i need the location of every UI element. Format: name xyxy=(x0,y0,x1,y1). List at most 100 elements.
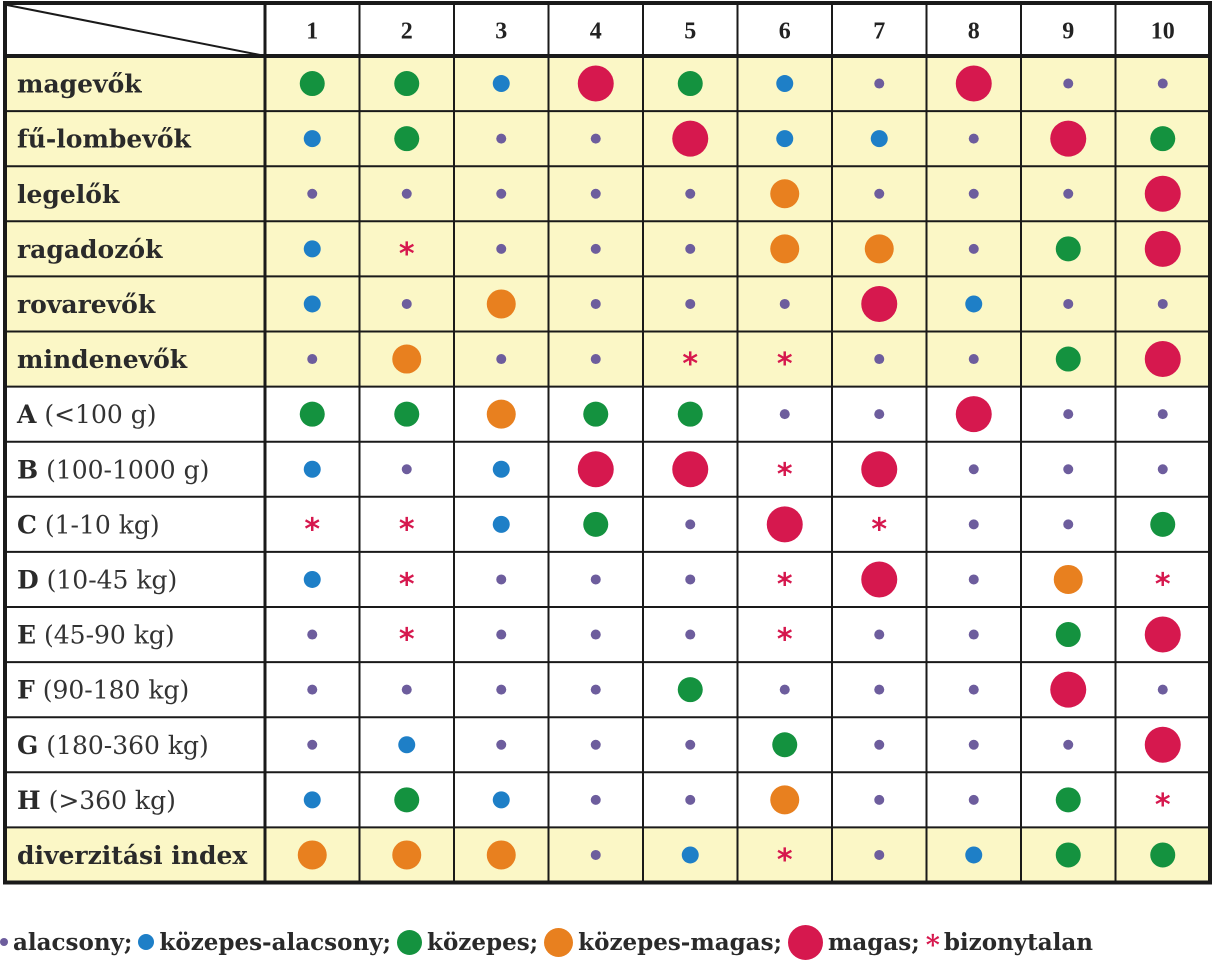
data-mark-magas xyxy=(955,396,992,433)
data-mark-kozepes-alacsony xyxy=(303,295,321,313)
data-mark-alacsony xyxy=(968,739,979,750)
data-mark-kozepes-alacsony xyxy=(965,846,983,864)
row-background xyxy=(5,331,1210,387)
data-mark-alacsony xyxy=(968,464,979,475)
data-mark-alacsony xyxy=(968,574,979,585)
data-mark-alacsony xyxy=(968,354,979,365)
row-label: rovarevők xyxy=(17,290,156,319)
column-header: 10 xyxy=(1151,19,1175,45)
data-mark-magas xyxy=(766,506,803,543)
row-label: C (1-10 kg) xyxy=(17,510,160,539)
data-mark-alacsony xyxy=(590,354,601,365)
row-label-main: legelők xyxy=(17,180,120,209)
data-mark-alacsony xyxy=(968,188,979,199)
legend-item-alacsony: alacsony; xyxy=(0,929,132,956)
row-label-main: H xyxy=(17,786,41,815)
column-header: 5 xyxy=(684,19,696,45)
row-label: F (90-180 kg) xyxy=(17,676,189,705)
row-background xyxy=(5,772,1210,828)
row-label-size-range: (180-360 kg) xyxy=(38,731,208,760)
data-mark-kozepes-magas xyxy=(864,234,894,264)
column-header-layer: 1 2 3 4 5 6 7 8 9 10 xyxy=(306,19,1175,45)
data-mark-magas xyxy=(1144,175,1181,212)
row-background xyxy=(5,662,1210,718)
data-mark-alacsony xyxy=(307,188,318,199)
data-mark-kozepes-alacsony xyxy=(492,791,510,809)
column-header: 4 xyxy=(590,19,602,45)
data-mark-alacsony xyxy=(1157,78,1168,89)
data-mark-alacsony xyxy=(874,354,885,365)
data-mark-alacsony xyxy=(874,78,885,89)
row-label-main: G xyxy=(17,731,38,760)
data-mark-kozepes-alacsony xyxy=(303,570,321,588)
data-mark-uncertain: * xyxy=(399,623,415,658)
data-mark-magas xyxy=(861,285,898,322)
data-mark-kozepes xyxy=(1055,622,1081,648)
row-background xyxy=(5,276,1210,332)
row-label: E (45-90 kg) xyxy=(17,621,175,650)
row-background-layer xyxy=(5,3,1210,883)
data-mark-kozepes xyxy=(394,71,420,97)
data-mark-alacsony xyxy=(307,739,318,750)
data-mark-alacsony xyxy=(874,739,885,750)
data-mark-alacsony xyxy=(685,298,696,309)
legend-symbol-magas xyxy=(788,924,824,960)
data-mark-kozepes xyxy=(677,401,703,427)
data-mark-alacsony xyxy=(874,684,885,695)
data-mark-alacsony xyxy=(779,684,790,695)
row-label: A (<100 g) xyxy=(16,400,156,429)
data-mark-magas xyxy=(861,561,898,598)
data-mark-magas xyxy=(1050,120,1087,157)
legend: alacsony; közepes-alacsony; közepes; közepe… xyxy=(0,922,1217,962)
data-mark-alacsony xyxy=(685,519,696,530)
data-mark-kozepes-magas xyxy=(392,344,422,374)
data-mark-uncertain: * xyxy=(399,237,415,272)
data-mark-alacsony xyxy=(590,629,601,640)
data-mark-alacsony xyxy=(1063,298,1074,309)
data-mark-alacsony xyxy=(685,629,696,640)
data-mark-magas xyxy=(1144,616,1181,653)
data-mark-alacsony xyxy=(1157,464,1168,475)
column-header: 9 xyxy=(1062,19,1074,45)
data-mark-alacsony xyxy=(401,464,412,475)
legend-label: közepes-magas; xyxy=(578,928,783,956)
data-mark-kozepes-alacsony xyxy=(492,460,510,478)
data-mark-kozepes-magas xyxy=(770,785,800,815)
data-mark-kozepes xyxy=(394,126,420,152)
data-mark-alacsony xyxy=(968,629,979,640)
row-background xyxy=(5,166,1210,222)
data-mark-kozepes-alacsony xyxy=(303,240,321,258)
data-mark-kozepes-alacsony xyxy=(303,791,321,809)
row-label-layer: magevők fű-lombevők legelők ragadozók rovare… xyxy=(16,70,248,870)
data-mark-kozepes xyxy=(299,71,325,97)
row-label-size-range: (10-45 kg) xyxy=(39,565,178,594)
legend-symbol-kozepes-alacsony xyxy=(138,934,155,950)
header-row-bg xyxy=(5,3,1210,56)
data-mark-uncertain: * xyxy=(399,567,415,602)
data-mark-alacsony xyxy=(1063,464,1074,475)
row-label-size-range: (90-180 kg) xyxy=(35,676,190,705)
data-mark-uncertain: * xyxy=(1155,567,1171,602)
data-mark-kozepes-alacsony xyxy=(965,295,983,313)
row-background xyxy=(5,827,1210,883)
legend-label: közepes-alacsony; xyxy=(159,928,392,956)
legend-symbol-kozepes-magas xyxy=(544,927,574,957)
column-header: 8 xyxy=(968,19,980,45)
data-mark-kozepes xyxy=(1150,842,1176,868)
row-label-main: D xyxy=(17,565,39,594)
data-mark-alacsony xyxy=(496,133,507,144)
data-mark-kozepes-magas xyxy=(1053,564,1083,594)
data-mark-magas xyxy=(672,451,709,488)
data-mark-kozepes-magas xyxy=(297,840,327,870)
data-mark-alacsony xyxy=(590,188,601,199)
legend-symbol-kozepes xyxy=(397,929,423,955)
data-mark-alacsony xyxy=(590,243,601,254)
data-mark-alacsony xyxy=(874,849,885,860)
data-mark-kozepes xyxy=(677,71,703,97)
data-mark-alacsony xyxy=(590,298,601,309)
data-mark-magas xyxy=(577,65,614,102)
row-background xyxy=(5,717,1210,773)
row-label: mindenevők xyxy=(17,345,188,374)
legend-item-kozepes-alacsony: közepes-alacsony; xyxy=(138,929,391,956)
data-mark-alacsony xyxy=(307,354,318,365)
